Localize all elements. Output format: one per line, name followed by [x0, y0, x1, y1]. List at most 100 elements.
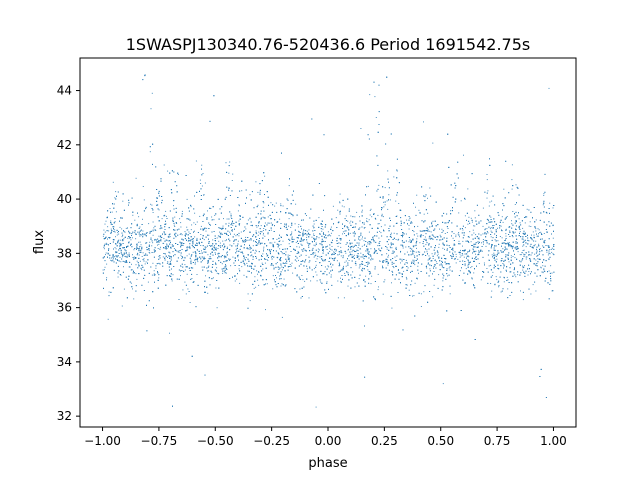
data-point	[525, 242, 527, 244]
data-point	[328, 266, 330, 268]
data-point	[374, 281, 376, 282]
data-point	[381, 207, 383, 209]
data-point	[143, 254, 145, 256]
data-point	[272, 275, 274, 277]
data-point	[151, 92, 153, 94]
data-point	[256, 233, 258, 235]
data-point	[282, 240, 284, 242]
data-point	[208, 265, 210, 267]
data-point	[140, 244, 142, 246]
data-point	[102, 235, 104, 237]
data-point	[168, 234, 170, 236]
data-point	[374, 249, 376, 251]
data-point	[473, 272, 475, 274]
data-point	[535, 228, 537, 230]
data-point	[194, 261, 196, 263]
data-point	[221, 255, 223, 256]
data-point	[459, 256, 461, 258]
data-point	[324, 241, 326, 242]
data-point	[254, 276, 256, 278]
data-point	[165, 215, 167, 217]
data-point	[228, 165, 230, 167]
data-point	[458, 240, 460, 242]
data-point	[447, 249, 448, 251]
data-point	[128, 252, 130, 254]
data-point	[368, 231, 370, 233]
data-point	[249, 218, 251, 220]
data-point	[542, 245, 544, 247]
data-point	[255, 181, 257, 183]
data-point	[191, 254, 193, 256]
data-point	[119, 244, 121, 246]
data-point	[340, 246, 342, 248]
data-point	[144, 233, 145, 235]
data-point	[291, 262, 293, 264]
data-point	[275, 202, 277, 204]
data-point	[492, 195, 494, 197]
data-point	[413, 295, 415, 297]
data-point	[199, 179, 201, 181]
data-point	[345, 260, 347, 262]
data-point	[514, 274, 516, 276]
data-point	[388, 254, 389, 256]
data-point	[152, 230, 154, 232]
data-point	[375, 241, 377, 243]
data-point	[543, 193, 545, 195]
data-point	[152, 229, 154, 231]
data-point	[417, 235, 419, 237]
data-point	[312, 225, 314, 227]
data-point	[223, 227, 224, 229]
data-point	[261, 231, 263, 233]
data-point	[185, 293, 187, 295]
data-point	[552, 237, 554, 239]
data-point	[177, 251, 179, 253]
data-point	[210, 208, 212, 209]
data-point	[145, 261, 147, 263]
data-point	[475, 250, 477, 252]
data-point	[250, 199, 252, 200]
data-point	[518, 235, 520, 237]
data-point	[417, 265, 419, 267]
data-point	[353, 235, 355, 237]
data-point	[299, 288, 301, 290]
data-point	[474, 258, 476, 260]
data-point	[330, 248, 332, 250]
data-point	[523, 244, 525, 246]
data-point	[343, 297, 345, 299]
data-point	[538, 243, 540, 245]
data-point	[430, 238, 432, 240]
data-point	[239, 282, 241, 284]
data-point	[506, 276, 508, 278]
data-point	[134, 219, 136, 221]
data-point	[216, 267, 218, 269]
data-point	[136, 260, 138, 262]
data-point	[237, 254, 239, 256]
data-point	[237, 210, 239, 212]
data-point	[189, 247, 191, 249]
data-point	[280, 260, 282, 262]
data-point	[359, 263, 361, 265]
data-point	[196, 221, 198, 223]
data-point	[216, 272, 218, 274]
data-point	[327, 245, 328, 247]
data-point	[524, 265, 525, 267]
data-point	[235, 245, 237, 247]
data-point	[379, 230, 381, 232]
data-point	[167, 257, 168, 258]
data-point	[205, 246, 207, 248]
data-point	[327, 265, 329, 267]
data-point	[308, 246, 310, 248]
data-point	[259, 191, 261, 193]
data-point	[272, 265, 274, 267]
data-point	[322, 233, 324, 234]
data-point	[229, 161, 231, 163]
data-point	[258, 284, 260, 286]
data-point	[486, 197, 488, 199]
data-point	[427, 229, 429, 231]
data-point	[164, 234, 166, 236]
data-point	[107, 318, 109, 320]
data-point	[184, 264, 186, 266]
data-point	[410, 250, 412, 252]
data-point	[281, 269, 283, 271]
data-point	[250, 225, 252, 226]
